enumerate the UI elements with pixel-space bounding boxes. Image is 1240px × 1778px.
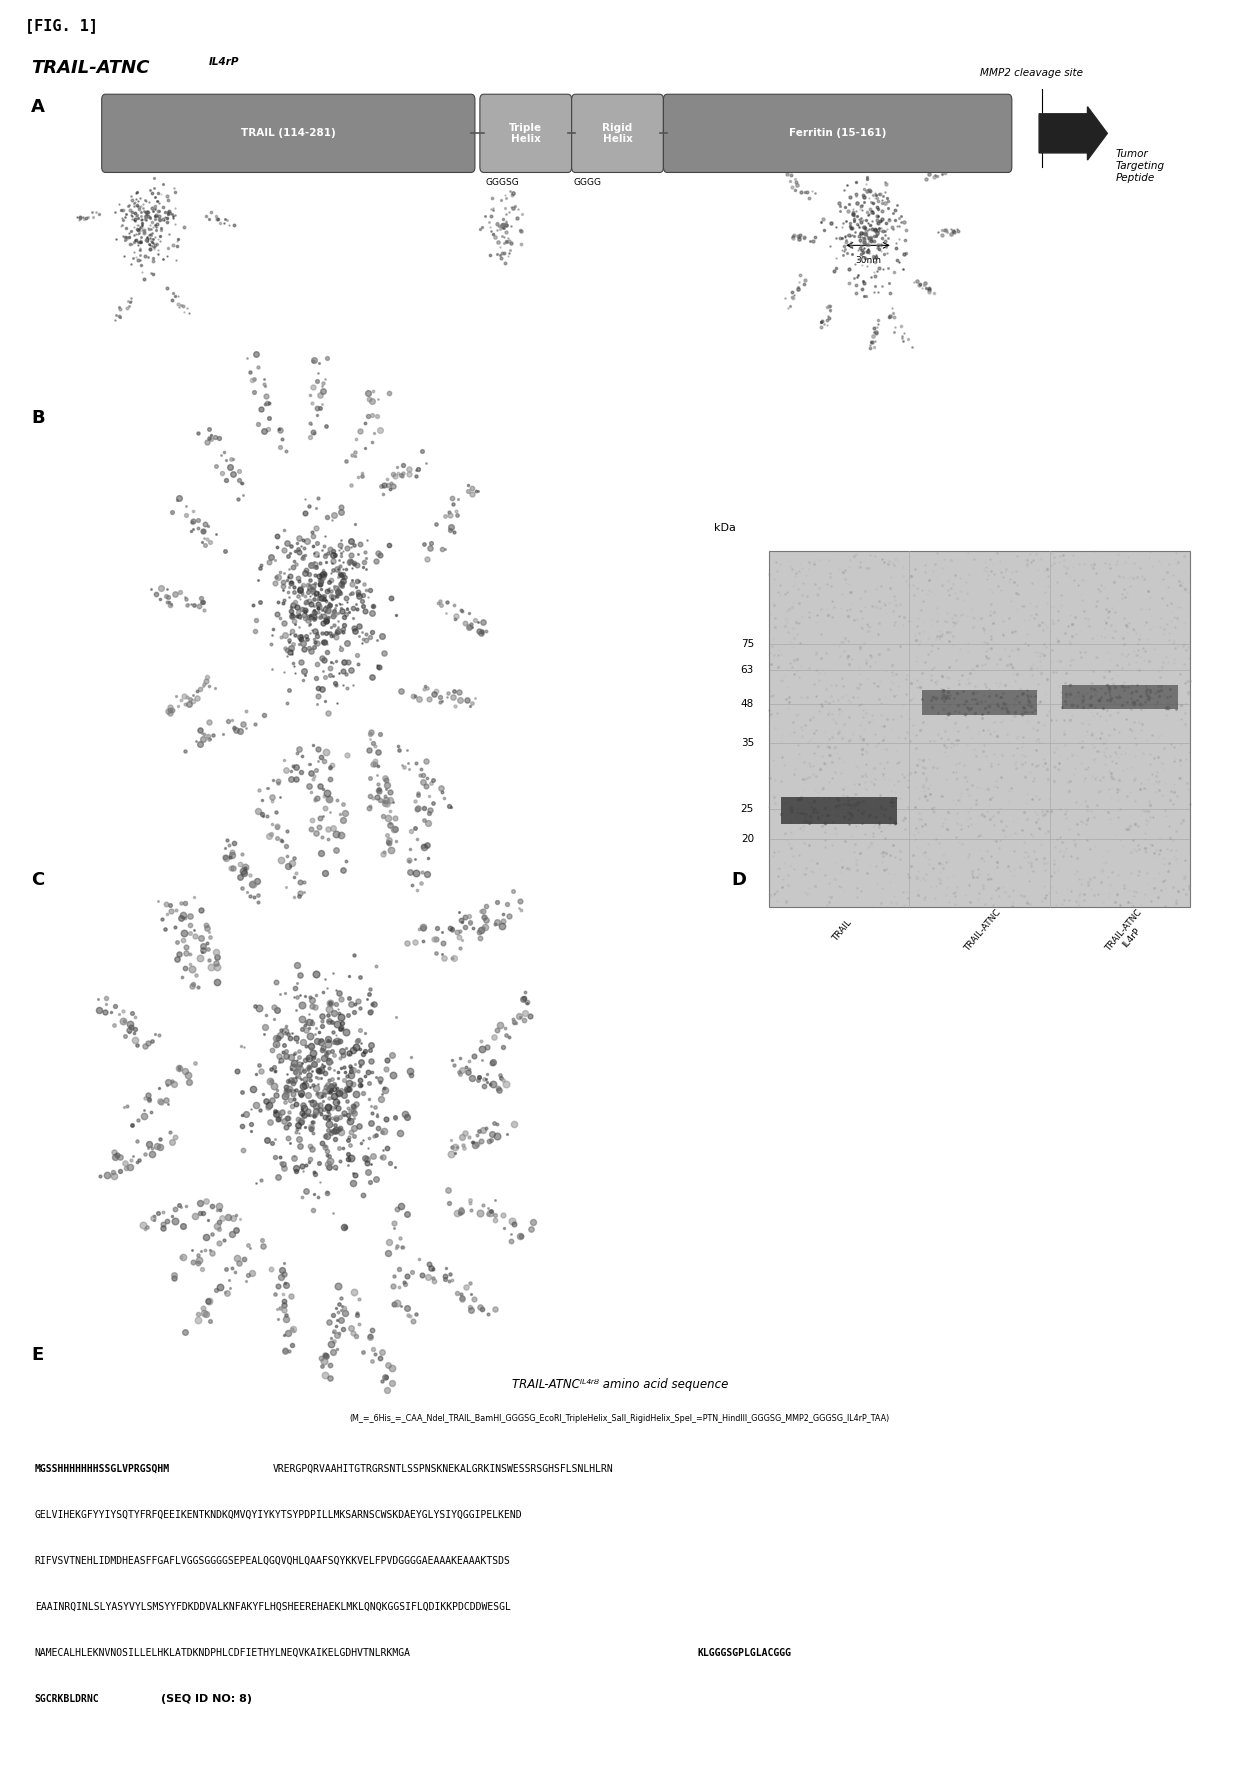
Text: [FIG. 1]: [FIG. 1] <box>25 18 98 32</box>
Bar <box>781 797 897 823</box>
Text: TRAIL (114-281): TRAIL (114-281) <box>241 128 336 139</box>
Bar <box>769 551 1190 907</box>
FancyBboxPatch shape <box>663 94 1012 172</box>
FancyArrow shape <box>1039 107 1107 160</box>
Text: 30nm: 30nm <box>856 256 880 265</box>
Text: TRAIL-ATNC
IL4rP: TRAIL-ATNC IL4rP <box>1104 909 1152 960</box>
Text: C: C <box>31 871 45 889</box>
Text: E: E <box>31 1346 43 1364</box>
Text: Ferritin (15-161): Ferritin (15-161) <box>789 128 887 139</box>
Text: Rigid
Helix: Rigid Helix <box>603 123 632 144</box>
Text: NAMECALHLEKNVNOSILLELHKLATDKNDPHLCDFIETHYLNEQVKAIKELGDHVTNLRKMGA: NAMECALHLEKNVNOSILLELHKLATDKNDPHLCDFIETH… <box>35 1648 410 1659</box>
Text: Triple
Helix: Triple Helix <box>510 123 542 144</box>
Bar <box>921 690 1038 715</box>
Text: 25: 25 <box>740 804 754 814</box>
Text: Tumor
Targeting
Peptide: Tumor Targeting Peptide <box>1116 149 1166 183</box>
Bar <box>1063 685 1178 709</box>
Text: 75: 75 <box>740 638 754 649</box>
Text: EAAINRQINLSLYASYVYLSMSYYFDKDDVALKNFAKYFLHQSHEEREHAEKLMKLQNQKGGSIFLQDIKKPDCDDWESG: EAAINRQINLSLYASYVYLSMSYYFDKDDVALKNFAKYFL… <box>35 1602 511 1613</box>
Text: B: B <box>31 409 45 427</box>
Text: TRAIL-ATNC: TRAIL-ATNC <box>963 909 1003 953</box>
Text: 20: 20 <box>740 834 754 845</box>
Text: (M_=_6His_=_CAA_NdeI_TRAIL_BamHI_GGGSG_EcoRI_TripleHelix_SalI_RigidHelix_SpeI_=P: (M_=_6His_=_CAA_NdeI_TRAIL_BamHI_GGGSG_E… <box>350 1414 890 1422</box>
Text: GGGG: GGGG <box>574 178 601 187</box>
Text: 63: 63 <box>740 665 754 676</box>
Text: D: D <box>732 871 746 889</box>
Text: MMP2 cleavage site: MMP2 cleavage site <box>980 68 1083 78</box>
Text: KLGGGSGPLGLACGGG: KLGGGSGPLGLACGGG <box>697 1648 791 1659</box>
Text: TRAIL-ATNC: TRAIL-ATNC <box>31 59 150 76</box>
Text: VRERGPQRVAAHITGTRGRSNTLSSPNSKNEKALGRKINSWESSRSGHSFLSNLHLRN: VRERGPQRVAAHITGTRGRSNTLSSPNSKNEKALGRKINS… <box>273 1463 614 1474</box>
FancyBboxPatch shape <box>572 94 663 172</box>
FancyBboxPatch shape <box>480 94 572 172</box>
Text: IL4rP: IL4rP <box>208 57 239 68</box>
Text: 48: 48 <box>740 699 754 709</box>
Text: GELVIHEKGFYYIYSQTYFRFQEEIKENTKNDKQMVQYIYKYTSYPDPILLMKSARNSCWSKDAEYGLYSIYQGGIPELK: GELVIHEKGFYYIYSQTYFRFQEEIKENTKNDKQMVQYIY… <box>35 1510 522 1520</box>
Text: 35: 35 <box>740 738 754 749</box>
Text: TRAIL-ATNCᴵᴸ⁴ʳᴽ amino acid sequence: TRAIL-ATNCᴵᴸ⁴ʳᴽ amino acid sequence <box>512 1378 728 1390</box>
Text: GGGSG: GGGSG <box>485 178 520 187</box>
Text: MGSSHHHHHHHSSGLVPRGSQHM: MGSSHHHHHHHSSGLVPRGSQHM <box>35 1463 170 1474</box>
Text: TRAIL: TRAIL <box>831 919 854 944</box>
Text: kDa: kDa <box>714 523 737 533</box>
Text: RIFVSVTNEHLIDMDHEASFFGAFLVGGSGGGGSEPEALQGQVQHLQAAFSQYKKVELFPVDGGGGAEAAAKEAAAKTSD: RIFVSVTNEHLIDMDHEASFFGAFLVGGSGGGGSEPEALQ… <box>35 1556 511 1566</box>
Text: (SEQ ID NO: 8): (SEQ ID NO: 8) <box>161 1694 252 1705</box>
Text: SGCRKBLDRNC: SGCRKBLDRNC <box>35 1694 99 1705</box>
FancyBboxPatch shape <box>102 94 475 172</box>
Text: A: A <box>31 98 45 116</box>
